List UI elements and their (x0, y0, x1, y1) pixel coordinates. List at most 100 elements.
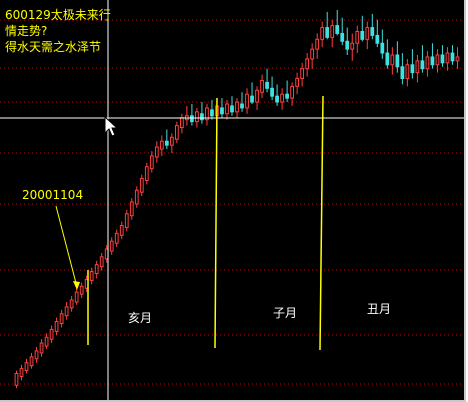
candle-body (134, 189, 139, 205)
candle-body (390, 54, 395, 66)
candle-69 (360, 15, 365, 42)
candle-body (385, 52, 390, 66)
candle-body (320, 27, 325, 40)
candle-body (440, 54, 445, 64)
month-label-hai: 亥月 (128, 311, 153, 325)
candle-60 (315, 33, 320, 59)
candle-body (124, 213, 129, 228)
marker-line-hai (214, 97, 218, 349)
candle-15 (89, 267, 94, 285)
candle-72 (375, 19, 380, 48)
candle-body (395, 54, 400, 68)
candle-54 (285, 80, 289, 103)
candle-body (144, 166, 149, 181)
candle-body (340, 32, 345, 42)
candle-68 (355, 25, 360, 54)
date-annotation: 20001104 (22, 188, 84, 202)
candle-body (159, 140, 164, 150)
candle-body (29, 356, 34, 367)
candle-body (425, 56, 430, 70)
candle-11 (69, 296, 74, 312)
candle-body (310, 48, 315, 60)
candle-body (240, 103, 244, 109)
candle-42 (225, 100, 229, 120)
candle-body (435, 54, 440, 66)
candle-45 (240, 92, 244, 112)
candle-body (325, 27, 330, 38)
candle-body (225, 103, 229, 115)
candle-47 (250, 82, 254, 104)
candle-21 (119, 221, 124, 240)
candle-body (380, 42, 385, 54)
candle-24 (134, 186, 139, 208)
candle-body (350, 42, 355, 50)
candle-4 (34, 347, 39, 363)
candle-body (69, 299, 74, 309)
candle-70 (365, 21, 370, 50)
candle-88 (455, 47, 460, 69)
candle-51 (270, 76, 274, 101)
candle-body (445, 52, 450, 64)
candle-body (270, 87, 274, 97)
month-label-chou: 丑月 (367, 302, 392, 316)
candle-65 (340, 17, 345, 46)
title-line-2: 情走势? (5, 24, 48, 38)
candle-6 (44, 333, 49, 349)
candle-body (139, 177, 144, 193)
candle-80 (415, 55, 420, 83)
candle-body (345, 40, 350, 50)
candle-26 (144, 162, 149, 185)
candle-body (295, 78, 300, 87)
candle-86 (445, 47, 450, 71)
mouse-pointer-icon (104, 116, 118, 137)
candle-body (300, 68, 305, 80)
candle-body (360, 30, 365, 40)
candle-body (149, 155, 154, 170)
candle-body (370, 27, 375, 36)
candle-71 (370, 13, 375, 40)
candle-79 (410, 49, 415, 79)
candle-78 (405, 58, 410, 87)
candle-10 (64, 301, 69, 320)
candle-66 (345, 27, 350, 55)
candle-body (205, 107, 209, 121)
candle-9 (59, 309, 64, 328)
candle-41 (220, 98, 224, 118)
candle-body (54, 321, 59, 332)
date-arrow-head (73, 281, 80, 290)
candle-body (405, 64, 410, 80)
candle-body (190, 115, 194, 123)
candle-38 (205, 104, 209, 126)
date-arrow-line (55, 205, 78, 288)
candle-46 (245, 88, 249, 114)
candle-27 (149, 151, 154, 173)
candle-85 (440, 45, 445, 67)
candle-77 (400, 53, 405, 85)
title-line-1: 600129太极未来行 (5, 8, 111, 22)
candle-body (330, 25, 335, 38)
candle-73 (380, 29, 385, 59)
candle-44 (235, 98, 239, 118)
candle-62 (325, 11, 330, 40)
candle-body (79, 285, 84, 295)
candle-body (14, 373, 19, 386)
candle-50 (265, 68, 269, 93)
candle-body (410, 64, 415, 74)
candle-body (235, 101, 239, 113)
marker-line-zi (319, 95, 324, 351)
candle-body (59, 313, 64, 325)
candle-body (255, 89, 259, 103)
candle-28 (154, 141, 159, 163)
candle-body (430, 56, 435, 66)
candle-body (24, 362, 29, 372)
candle-84 (435, 49, 440, 73)
candle-19 (109, 237, 114, 255)
candle-2 (24, 358, 29, 374)
candle-13 (79, 282, 84, 299)
candle-body (375, 34, 380, 44)
candle-body (34, 350, 39, 360)
candle-87 (450, 45, 455, 65)
annotation-lines (55, 95, 324, 351)
